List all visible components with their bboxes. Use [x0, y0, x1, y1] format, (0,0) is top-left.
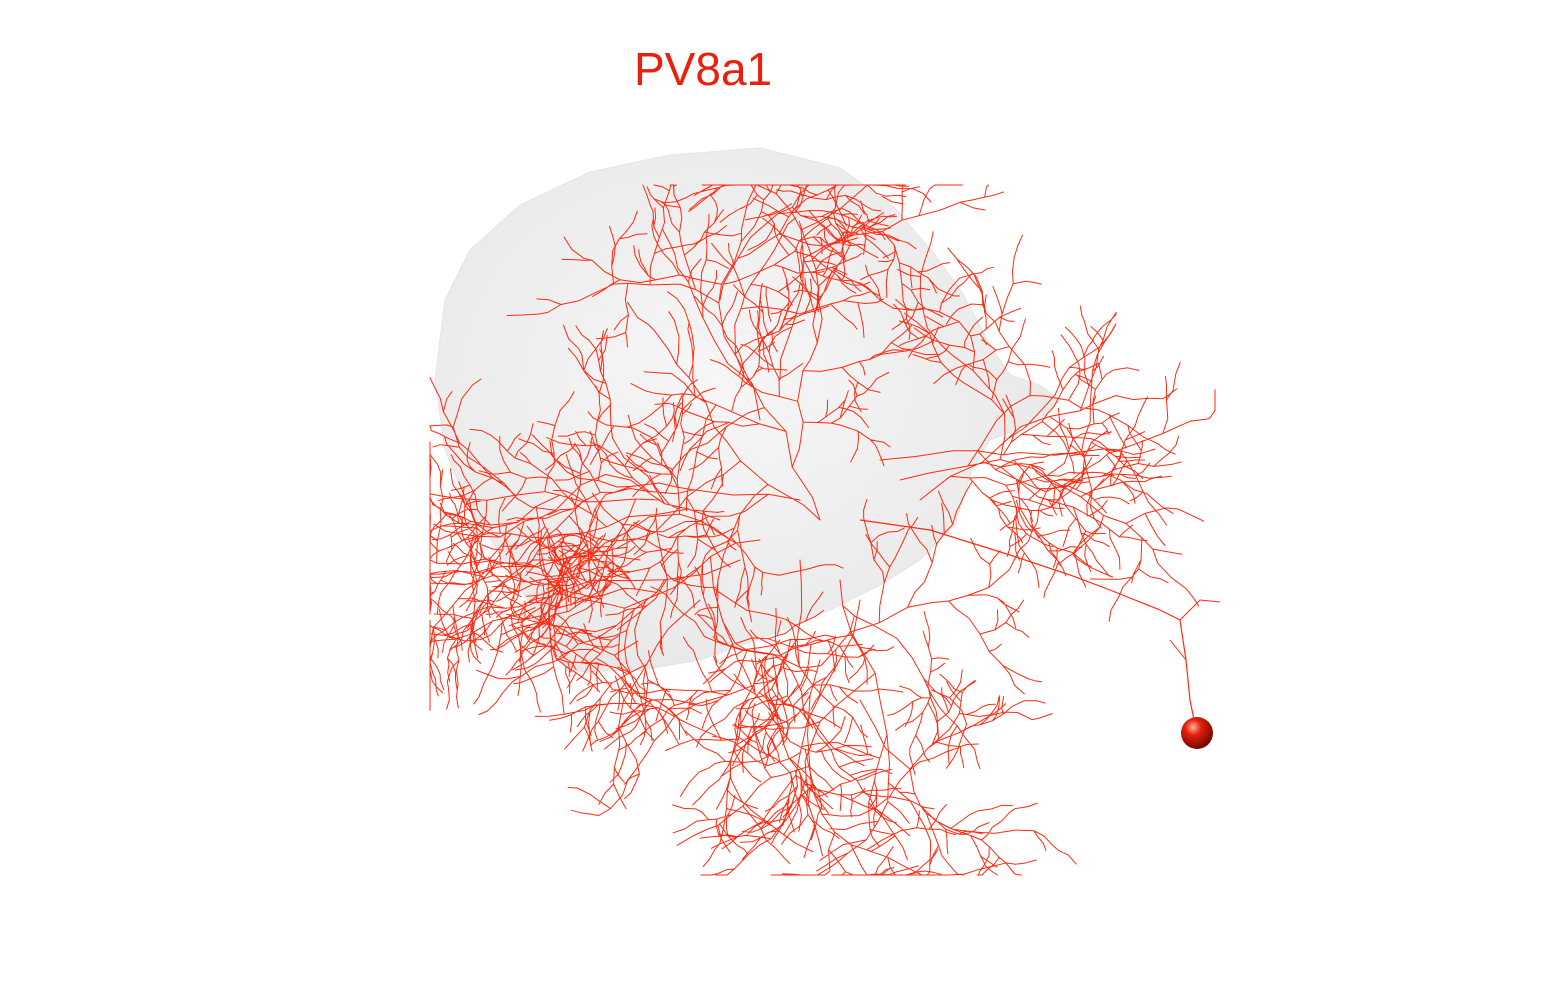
neuron-skeleton: [429, 184, 1216, 876]
dendritic-arbor: [429, 184, 1216, 876]
soma: [1181, 717, 1213, 749]
primary-neurite: [859, 519, 1197, 731]
primary-neurite-branch: [1169, 599, 1221, 661]
neuron-title: PV8a1: [634, 43, 773, 95]
